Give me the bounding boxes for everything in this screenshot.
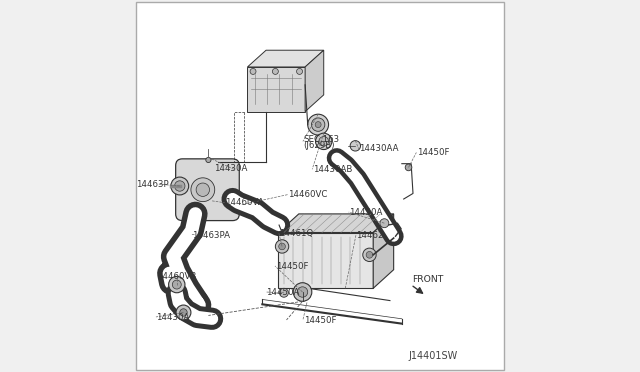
- Circle shape: [319, 137, 328, 146]
- Polygon shape: [278, 232, 373, 288]
- Text: 14463P: 14463P: [136, 180, 168, 189]
- Circle shape: [380, 219, 389, 228]
- Text: 14460VA: 14460VA: [225, 198, 264, 207]
- Circle shape: [273, 68, 278, 74]
- Text: 14450F: 14450F: [276, 262, 308, 271]
- Circle shape: [168, 276, 185, 293]
- Polygon shape: [248, 67, 305, 112]
- Circle shape: [175, 181, 185, 191]
- Circle shape: [363, 248, 376, 262]
- Circle shape: [298, 287, 308, 297]
- Circle shape: [172, 280, 181, 289]
- Text: 14461Q: 14461Q: [279, 229, 314, 238]
- Circle shape: [191, 178, 215, 202]
- Text: 14430AA: 14430AA: [360, 144, 399, 153]
- Polygon shape: [373, 214, 394, 288]
- Circle shape: [366, 251, 373, 258]
- Text: J14401SW: J14401SW: [408, 352, 458, 361]
- Text: 14430A: 14430A: [156, 313, 189, 322]
- Text: 14430A: 14430A: [214, 164, 247, 173]
- Text: (J629B): (J629B): [303, 141, 335, 150]
- Circle shape: [293, 283, 312, 301]
- Text: 14460VC: 14460VC: [289, 190, 328, 199]
- FancyBboxPatch shape: [175, 159, 239, 221]
- Text: 14463PA: 14463PA: [191, 231, 230, 240]
- Circle shape: [176, 305, 191, 320]
- Polygon shape: [305, 50, 324, 112]
- Text: 14450F: 14450F: [417, 148, 450, 157]
- Text: FRONT: FRONT: [412, 275, 444, 283]
- Text: 14450A: 14450A: [349, 208, 382, 217]
- Circle shape: [315, 122, 321, 128]
- Circle shape: [206, 157, 211, 163]
- Polygon shape: [248, 50, 324, 67]
- Circle shape: [280, 288, 289, 297]
- Circle shape: [405, 164, 412, 171]
- Circle shape: [171, 177, 189, 195]
- Circle shape: [180, 309, 187, 316]
- Text: SEC.163: SEC.163: [303, 135, 339, 144]
- Text: 14462: 14462: [356, 231, 384, 240]
- Circle shape: [350, 141, 360, 151]
- Text: 14430AB: 14430AB: [313, 165, 352, 174]
- Text: 14450F: 14450F: [303, 316, 336, 325]
- Circle shape: [308, 114, 328, 135]
- Circle shape: [275, 240, 289, 253]
- Circle shape: [196, 183, 209, 196]
- Circle shape: [296, 68, 303, 74]
- Text: 14460VB: 14460VB: [157, 272, 197, 280]
- Text: 14450A: 14450A: [266, 288, 300, 297]
- Polygon shape: [278, 214, 394, 232]
- Circle shape: [278, 243, 285, 250]
- Circle shape: [250, 68, 256, 74]
- Circle shape: [316, 133, 332, 150]
- Circle shape: [312, 118, 325, 131]
